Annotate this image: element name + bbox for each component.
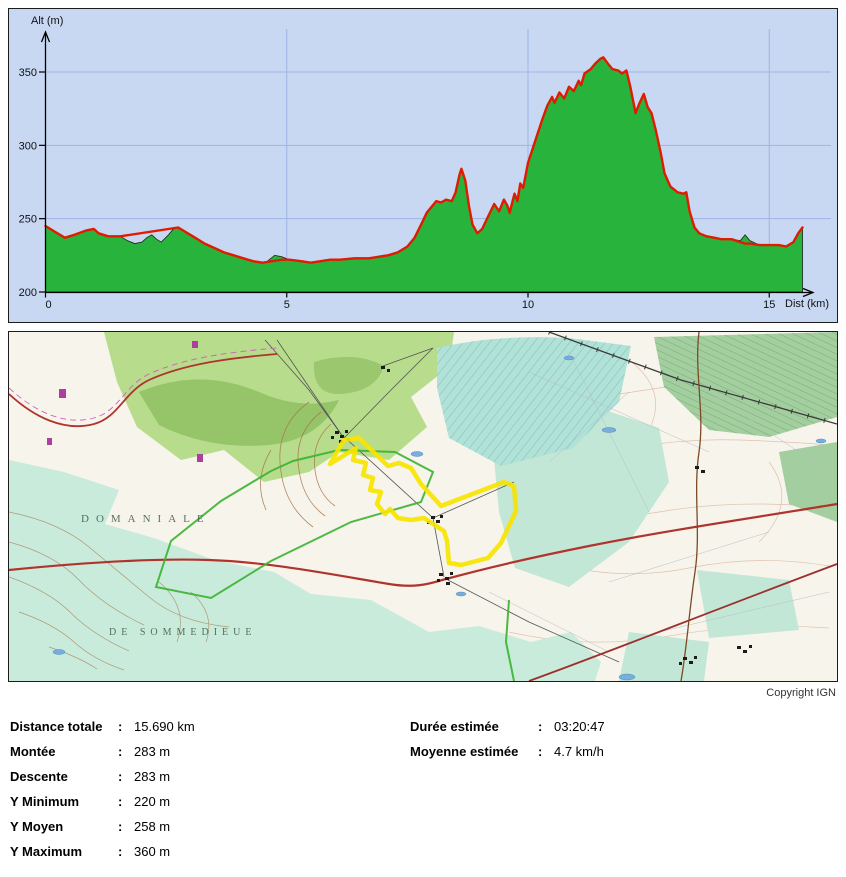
y-axis-title: Alt (m) xyxy=(31,15,63,27)
map-marsh xyxy=(437,337,631,466)
stat-value: 15.690 km xyxy=(134,719,195,734)
lowland-contours xyxy=(9,511,230,671)
stat-value: 283 m xyxy=(134,769,171,784)
minor-roads xyxy=(264,339,620,663)
y-tick-label: 200 xyxy=(19,287,37,299)
stat-row-montee: Montée:283 m xyxy=(10,739,195,764)
village-bottom-right xyxy=(737,645,752,653)
topo-map: DOMANIALE DE SOMMEDIEUE xyxy=(9,332,837,681)
water-ponds xyxy=(52,355,827,681)
forest-label-domaniale: DOMANIALE xyxy=(81,513,211,525)
stat-value: 03:20:47 xyxy=(554,719,605,734)
stat-value: 4.7 km/h xyxy=(554,744,604,759)
chart-ticks: 200 250 300 350 0 5 10 15 xyxy=(19,67,776,311)
y-tick-label: 350 xyxy=(19,67,37,79)
railway-line xyxy=(548,332,837,427)
brown-road xyxy=(680,332,702,681)
stats-column-left: Distance totale:15.690 km Montée:283 m D… xyxy=(10,714,195,864)
secondary-road xyxy=(528,563,837,681)
chart-axes xyxy=(40,30,815,298)
route-path xyxy=(327,435,519,568)
x-axis-title: Dist (km) xyxy=(785,298,829,310)
stat-label: Descente xyxy=(10,769,68,784)
main-roads xyxy=(9,332,837,681)
forest-label-sommedieue: DE SOMMEDIEUE xyxy=(109,627,257,638)
main-road xyxy=(9,502,837,587)
x-tick-label: 0 xyxy=(45,299,51,311)
ravine-contours xyxy=(260,401,336,528)
village-south xyxy=(437,572,453,585)
elevation-profile-panel: 200 250 300 350 0 5 10 15 Alt (m) Dist (km) xyxy=(8,8,838,323)
stat-row-ymax: Y Maximum:360 m xyxy=(10,839,195,864)
x-tick-label: 5 xyxy=(284,299,290,311)
hamlet-top xyxy=(381,366,390,372)
stat-label: Y Minimum xyxy=(10,794,80,809)
stat-label: Distance totale xyxy=(10,719,103,734)
stat-row-moyenne: Moyenne estimée:4.7 km/h xyxy=(410,739,605,764)
stats-column-right: Durée estimée:03:20:47 Moyenne estimée:4… xyxy=(410,714,605,764)
stat-row-ymin: Y Minimum:220 m xyxy=(10,789,195,814)
stat-row-ymoyen: Y Moyen:258 m xyxy=(10,814,195,839)
map-panel: DOMANIALE DE SOMMEDIEUE xyxy=(8,331,838,682)
stat-label: Durée estimée xyxy=(410,719,499,734)
stat-value: 220 m xyxy=(134,794,171,809)
y-tick-label: 250 xyxy=(19,214,37,226)
stat-value: 258 m xyxy=(134,819,171,834)
map-copyright: Copyright IGN xyxy=(766,687,836,699)
x-tick-label: 15 xyxy=(763,299,775,311)
x-tick-label: 10 xyxy=(522,299,534,311)
boundary-dashed xyxy=(9,347,278,421)
stat-value: 360 m xyxy=(134,844,171,859)
village-right xyxy=(695,466,705,473)
elevation-smoothed-line xyxy=(44,56,804,264)
stat-value: 283 m xyxy=(134,744,171,759)
winding-road xyxy=(9,353,278,428)
stat-label: Y Maximum xyxy=(10,844,83,859)
stat-label: Montée xyxy=(10,744,56,759)
elevation-chart: 200 250 300 350 0 5 10 15 Alt (m) Dist (km) xyxy=(19,15,831,311)
stat-row-duree: Durée estimée:03:20:47 xyxy=(410,714,605,739)
y-tick-label: 300 xyxy=(19,140,37,152)
urban-patches xyxy=(47,341,203,462)
village-bottom xyxy=(679,656,697,665)
elevation-area xyxy=(45,56,803,293)
stat-row-distance: Distance totale:15.690 km xyxy=(10,714,195,739)
x-axis-arrow xyxy=(802,287,815,298)
stat-label: Moyenne estimée xyxy=(410,744,519,759)
y-axis-arrow xyxy=(40,30,51,43)
stat-row-descente: Descente:283 m xyxy=(10,764,195,789)
stat-label: Y Moyen xyxy=(10,819,64,834)
